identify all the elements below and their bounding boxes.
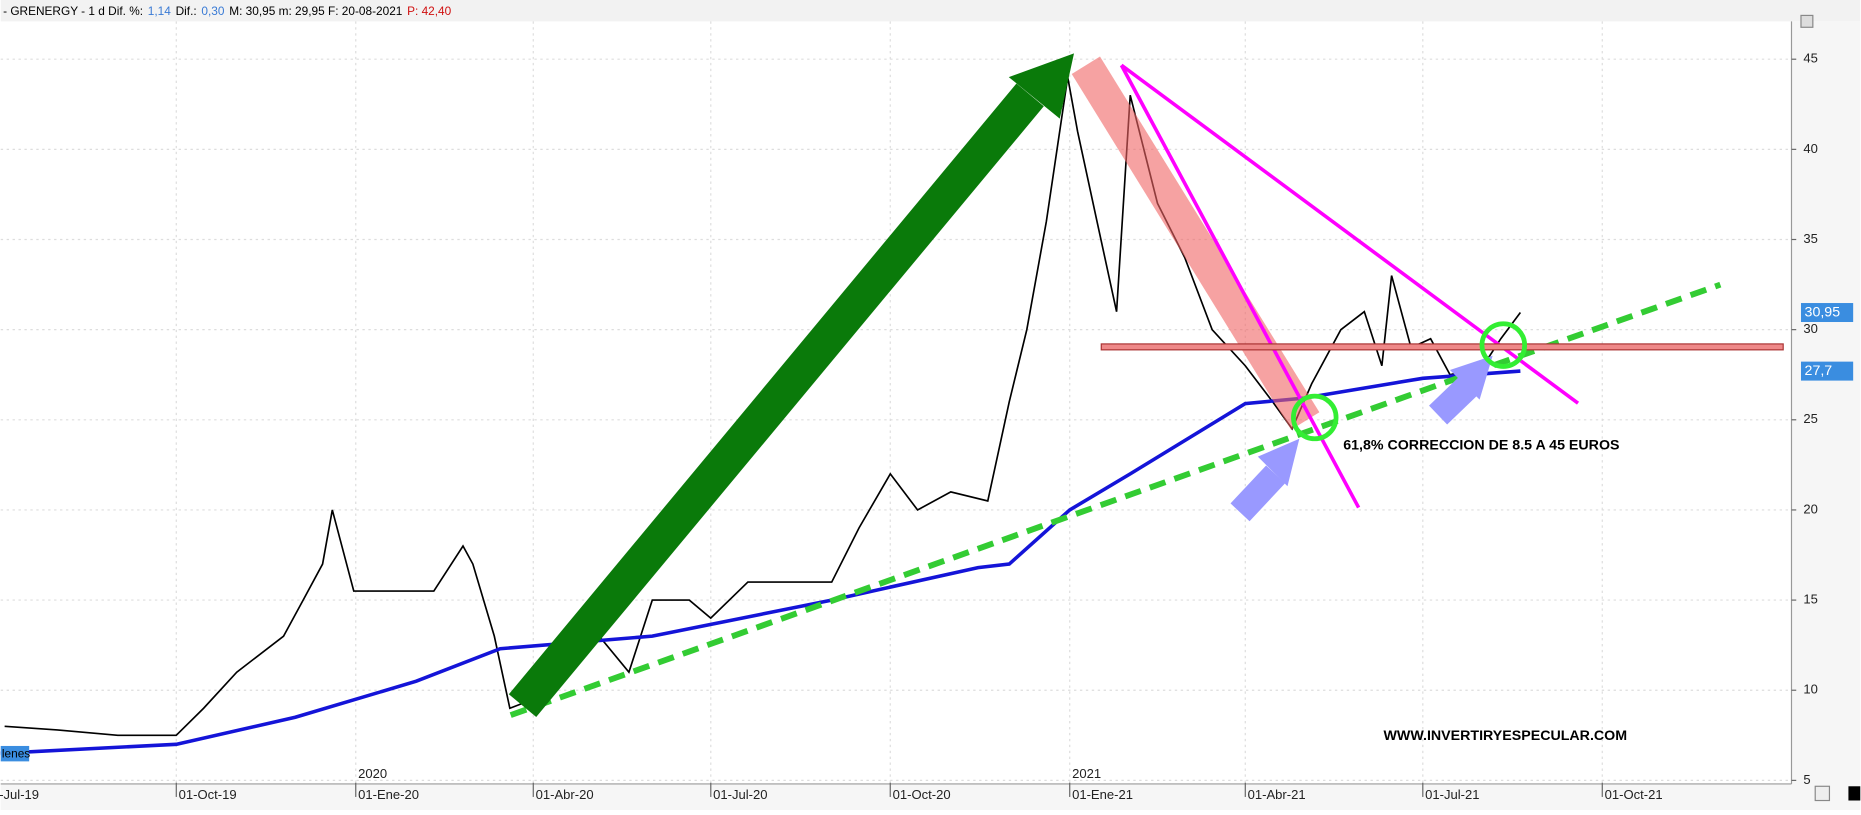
tool-button[interactable] bbox=[1848, 786, 1861, 801]
x-tick-label: 01-Jul-20 bbox=[713, 787, 767, 802]
price-tag-label: 27,7 bbox=[1805, 363, 1833, 379]
year-label: 2020 bbox=[358, 766, 387, 781]
x-tick-label: 01-Ene-21 bbox=[1072, 787, 1133, 802]
overlays bbox=[508, 14, 1861, 802]
up-arrow-head bbox=[1008, 53, 1074, 119]
tool-button[interactable] bbox=[1814, 785, 1831, 802]
x-axis-panel bbox=[0, 783, 1861, 810]
label: lenes bbox=[2, 746, 30, 760]
x-tick-label: -Jul-19 bbox=[0, 787, 39, 802]
header-bar bbox=[0, 0, 1861, 22]
header-part: - GRENERGY - 1 d Dif. %: bbox=[3, 4, 143, 18]
correction-band bbox=[1071, 56, 1320, 430]
y-tick-label: 15 bbox=[1803, 592, 1818, 607]
header-part: Dif.: bbox=[176, 4, 197, 18]
support-band bbox=[1100, 343, 1784, 351]
year-label: 2021 bbox=[1072, 766, 1101, 781]
price-tags: 30,95 27,7 bbox=[1800, 303, 1854, 381]
y-tick-label: 30 bbox=[1803, 321, 1818, 336]
blue-arrow-head bbox=[1449, 355, 1493, 400]
x-tick-label: 01-Oct-21 bbox=[1605, 787, 1663, 802]
y-tick-label: 35 bbox=[1803, 231, 1818, 246]
price-tag bbox=[1800, 303, 1854, 323]
x-tick-label: 01-Abr-21 bbox=[1248, 787, 1306, 802]
y-tick-label: 20 bbox=[1803, 501, 1818, 516]
y-axis-panel bbox=[1791, 21, 1861, 787]
highlight-circle bbox=[1479, 321, 1528, 369]
x-tick-label: 01-Jul-21 bbox=[1425, 787, 1479, 802]
blue-arrow bbox=[1429, 376, 1478, 425]
header-part: 0,30 bbox=[201, 4, 224, 18]
header-part: M: 30,95 m: 29,95 F: 20-08-2021 bbox=[229, 4, 403, 18]
header: - GRENERGY - 1 d Dif. %: 1,14 Dif.: 0,30 M: … bbox=[3, 4, 452, 18]
x-tick-label: 01-Ene-20 bbox=[358, 787, 419, 802]
x-tick-label: 01-Abr-20 bbox=[536, 787, 594, 802]
y-tick-label: 10 bbox=[1803, 682, 1818, 697]
label-box bbox=[0, 745, 30, 762]
price-tag bbox=[1800, 361, 1854, 381]
up-arrow bbox=[508, 83, 1044, 718]
header-part: P: 42,40 bbox=[407, 4, 452, 18]
blue-arrow-head bbox=[1257, 438, 1300, 487]
y-tick-label: 5 bbox=[1803, 772, 1810, 787]
window-button[interactable] bbox=[1800, 14, 1814, 28]
y-tick-label: 40 bbox=[1803, 141, 1818, 156]
blue-arrow bbox=[1230, 465, 1286, 522]
annotation: 61,8% CORRECCION DE 8.5 A 45 EUROS bbox=[1343, 438, 1619, 454]
price-tag-label: 30,95 bbox=[1805, 304, 1841, 320]
resistance-line bbox=[1119, 64, 1361, 509]
watermark: WWW.INVERTIRYESPECULAR.COM bbox=[1384, 728, 1628, 744]
x-tick-label: 01-Oct-20 bbox=[893, 787, 951, 802]
header-part: 1,14 bbox=[148, 4, 171, 18]
y-tick-label: 25 bbox=[1803, 411, 1818, 426]
highlight-circle bbox=[1291, 393, 1339, 442]
y-tick-label: 45 bbox=[1803, 51, 1818, 66]
grid: 5 10 15 20 25 30 35 40 45 -Jul-19 01-Oct-19 01-Ene-… bbox=[0, 21, 1818, 802]
x-tick-label: 01-Oct-19 bbox=[179, 787, 237, 802]
